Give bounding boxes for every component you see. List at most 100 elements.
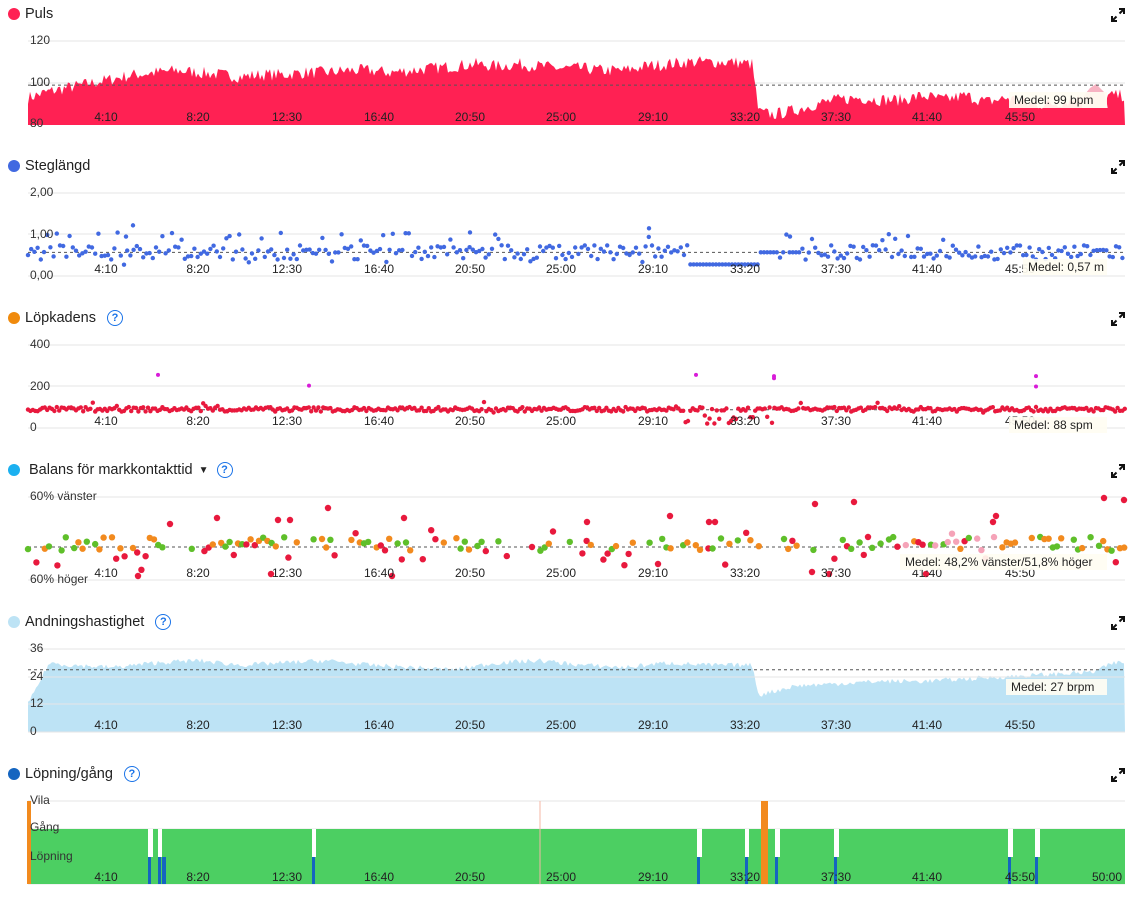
stride-point: [960, 253, 965, 258]
stride-point: [294, 256, 299, 262]
balance-point: [226, 538, 233, 546]
stride-point: [496, 236, 501, 242]
chart-panel-andning: Andningshastighet ? 36 24 12 0 4:10 8:20 12:30…: [0, 608, 1137, 760]
expand-icon[interactable]: [1111, 616, 1125, 630]
stride-point: [307, 247, 312, 252]
stride-point: [329, 259, 335, 264]
stride-point: [352, 257, 357, 262]
cadence-point: [700, 405, 705, 410]
balance-point: [919, 541, 926, 548]
stride-point: [547, 243, 552, 249]
stride-point: [243, 256, 248, 261]
balance-point: [323, 544, 330, 551]
balance-point: [755, 543, 762, 550]
stride-point: [345, 246, 351, 251]
stride-point: [518, 256, 523, 262]
stride-point: [928, 251, 933, 256]
expand-icon[interactable]: [1111, 464, 1125, 478]
help-icon[interactable]: ?: [106, 310, 123, 326]
balance-point: [310, 536, 317, 543]
stride-point: [886, 232, 891, 237]
stride-point: [1030, 254, 1036, 259]
x-tick-label: 20:50: [455, 870, 485, 884]
x-tick-label: 41:40: [912, 414, 942, 428]
cadence-point: [990, 405, 995, 410]
cadence-point: [210, 408, 215, 413]
balance-point: [825, 570, 833, 578]
y-tick-label: Vila: [30, 793, 50, 807]
x-tick-label: 41:40: [912, 262, 942, 276]
balance-point: [1058, 535, 1065, 542]
stride-point: [130, 223, 136, 228]
stride-point: [147, 250, 152, 256]
stride-point: [253, 256, 258, 261]
stride-point: [403, 231, 408, 236]
cadence-point: [597, 405, 602, 411]
cadence-point: [328, 405, 333, 411]
balance-point: [793, 542, 800, 549]
x-tick-label: 33:20: [730, 414, 760, 428]
heart-rate-chart: 120 100 80 4:10 8:20 12:30 16:40 20:50 25:00 29:1…: [28, 33, 1125, 130]
stride-point: [774, 250, 779, 255]
stride-point: [585, 246, 591, 252]
panel-header: Balans för markkontakttid ▼ ?: [8, 461, 233, 479]
stride-point: [125, 248, 130, 253]
stride-point: [528, 259, 533, 264]
balance-point: [894, 543, 901, 550]
expand-icon[interactable]: [1111, 8, 1125, 22]
stride-point: [678, 245, 683, 250]
stride-point: [822, 252, 827, 257]
balance-point: [810, 546, 817, 554]
stride-point: [560, 252, 565, 258]
balance-point: [625, 550, 632, 558]
caret-down-icon[interactable]: ▼: [198, 464, 209, 476]
stride-point: [749, 262, 754, 267]
cadence-point: [419, 405, 424, 410]
stride-point: [995, 256, 1000, 262]
walk-gap: [158, 829, 162, 857]
stride-point: [957, 250, 962, 255]
stride-point: [208, 246, 213, 252]
cadence-outlier: [1034, 374, 1038, 379]
stride-point: [592, 243, 597, 248]
x-tick-label: 41:40: [912, 110, 942, 124]
stride-point: [681, 252, 687, 258]
heart-rate-area: [28, 56, 1125, 125]
cadence-point: [695, 408, 700, 413]
stride-point: [877, 248, 882, 253]
cadence-point: [897, 404, 902, 409]
balance-point: [432, 536, 439, 543]
expand-icon[interactable]: [1111, 768, 1125, 782]
x-tick-label: 4:10: [94, 718, 118, 732]
help-icon[interactable]: ?: [155, 614, 172, 630]
x-tick-label: 37:30: [821, 262, 851, 276]
stride-point: [336, 250, 341, 255]
legend-dot: [8, 768, 20, 780]
balance-point: [659, 535, 666, 543]
expand-icon[interactable]: [1111, 160, 1125, 174]
y-tick-label: 200: [30, 379, 50, 393]
stride-point: [880, 238, 885, 243]
stride-point: [1017, 243, 1023, 248]
stride-point: [611, 257, 616, 262]
expand-icon[interactable]: [1111, 312, 1125, 326]
mean-label-bg: [1009, 417, 1107, 433]
y-tick-label: 36: [30, 641, 44, 655]
x-tick-label: 41:40: [912, 870, 942, 884]
mean-label: Medel: 48,2% vänster/51,8% höger: [905, 555, 1092, 569]
balance-point: [381, 547, 389, 554]
balance-point: [388, 572, 396, 580]
stride-point: [707, 262, 712, 267]
help-icon[interactable]: ?: [123, 766, 140, 782]
balance-point: [428, 527, 435, 534]
mean-label-bg: [1009, 92, 1107, 108]
cadence-point: [129, 408, 134, 414]
stride-point: [249, 251, 255, 256]
stride-point: [640, 259, 645, 265]
cadence-point: [126, 404, 131, 410]
balance-point: [743, 529, 750, 536]
help-icon[interactable]: ?: [216, 462, 233, 478]
stride-point: [829, 243, 834, 248]
balance-point: [621, 562, 628, 569]
balance-point: [944, 538, 951, 546]
